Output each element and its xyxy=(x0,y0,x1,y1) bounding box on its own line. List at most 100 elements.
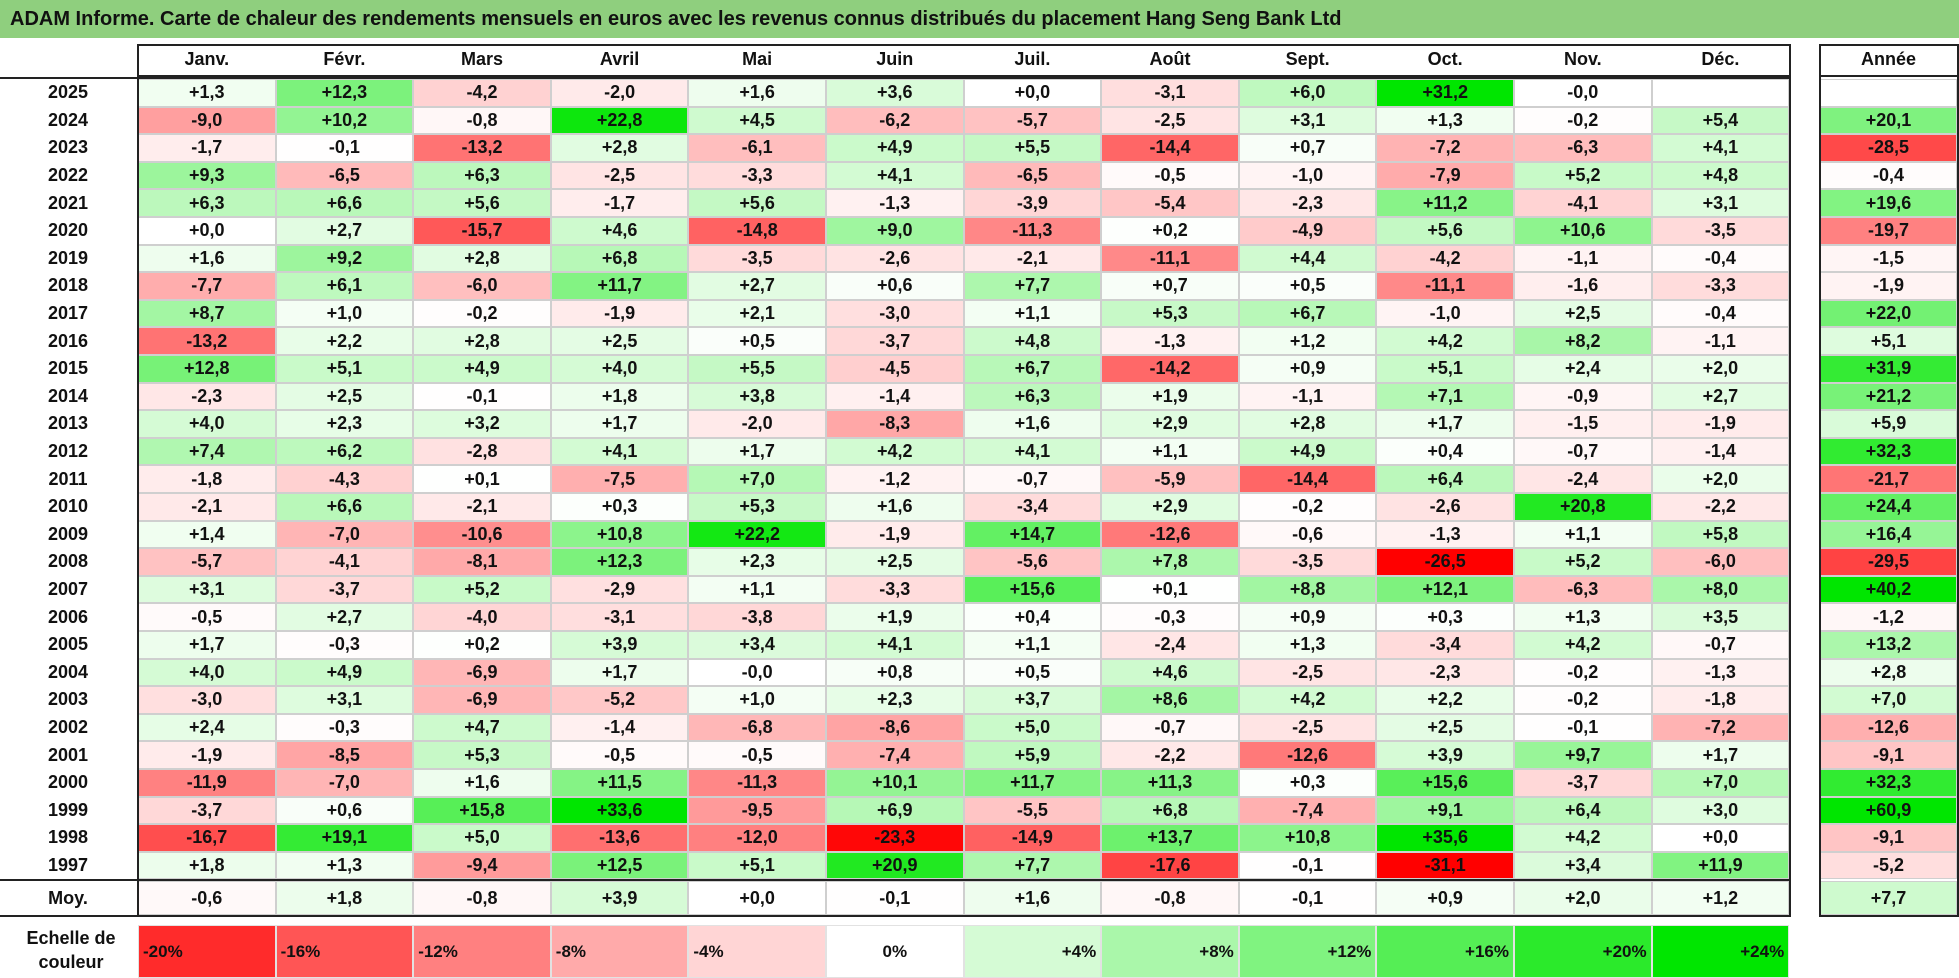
year-label: 2008 xyxy=(0,548,136,576)
month-header: Déc. xyxy=(1651,44,1790,77)
heatmap-cell: -6,5 xyxy=(963,161,1102,190)
heatmap-cell: -4,1 xyxy=(275,548,414,576)
heatmap-cell: -11,1 xyxy=(1101,244,1239,273)
annual-return-cell: -9,1 xyxy=(1820,741,1957,769)
heatmap-cell: -0,6 xyxy=(1238,520,1377,549)
heatmap-cell: -31,1 xyxy=(1376,851,1514,880)
heatmap-cell: +0,1 xyxy=(1101,575,1239,604)
heatmap-cell xyxy=(1651,79,1790,107)
heatmap-cell: -16,7 xyxy=(138,824,276,852)
heatmap-cell: -4,5 xyxy=(826,355,964,383)
year-label: 2013 xyxy=(0,410,136,438)
heatmap-cell: -0,0 xyxy=(688,658,826,687)
average-row-label: Moy. xyxy=(0,881,136,915)
heatmap-cell: -2,1 xyxy=(963,244,1102,273)
heatmap-cell: +4,8 xyxy=(1651,161,1790,190)
heatmap-cell: -2,1 xyxy=(138,493,276,521)
heatmap-cell: +0,8 xyxy=(826,658,964,687)
heatmap-cell: +4,6 xyxy=(1101,658,1239,687)
heatmap-cell: +0,1 xyxy=(413,465,551,493)
heatmap-cell: -0,5 xyxy=(550,741,689,769)
heatmap-cell: +2,4 xyxy=(138,713,276,742)
heatmap-cell: +3,6 xyxy=(826,79,964,107)
annual-return-cell: -0,4 xyxy=(1820,161,1957,190)
heatmap-cell: +9,1 xyxy=(1376,796,1514,825)
heatmap-cell: -0,7 xyxy=(1101,713,1239,742)
heatmap-cell: -4,1 xyxy=(1514,189,1652,217)
heatmap-cell: +20,9 xyxy=(826,851,964,880)
heatmap-cell: -3,4 xyxy=(1376,631,1514,659)
heatmap-cell: +1,9 xyxy=(1101,382,1239,411)
heatmap-cell: +3,5 xyxy=(1651,603,1790,631)
annual-return-cell: -12,6 xyxy=(1820,713,1957,742)
average-cell: +3,9 xyxy=(550,881,689,915)
heatmap-cell: +2,2 xyxy=(275,327,414,355)
heatmap-cell: -4,2 xyxy=(413,79,551,107)
year-column-header: Année xyxy=(1820,44,1957,77)
heatmap-cell: -2,3 xyxy=(138,382,276,411)
heatmap-cell: +1,1 xyxy=(1514,520,1652,549)
heatmap-cell: +0,9 xyxy=(1238,355,1377,383)
annual-return-cell: -1,9 xyxy=(1820,272,1957,300)
heatmap-cell: +5,6 xyxy=(1376,217,1514,245)
heatmap-cell: -1,1 xyxy=(1514,244,1652,273)
heatmap-cell: -4,2 xyxy=(1376,244,1514,273)
heatmap-cell: +19,1 xyxy=(275,824,414,852)
heatmap-cell: +1,1 xyxy=(688,575,826,604)
heatmap-cell: -0,4 xyxy=(1651,299,1790,328)
heatmap-cell: +4,2 xyxy=(1514,631,1652,659)
heatmap-cell: +1,3 xyxy=(1514,603,1652,631)
year-label: 2002 xyxy=(0,713,136,742)
heatmap-cell: +4,4 xyxy=(1238,244,1377,273)
heatmap-cell: +4,2 xyxy=(1238,686,1377,714)
heatmap-cell: +2,3 xyxy=(826,686,964,714)
heatmap-cell: -5,9 xyxy=(1101,465,1239,493)
heatmap-cell: -3,7 xyxy=(138,796,276,825)
heatmap-cell: -14,2 xyxy=(1101,355,1239,383)
heatmap-cell: -8,1 xyxy=(413,548,551,576)
heatmap-cell: +2,2 xyxy=(1376,686,1514,714)
heatmap-cell: -14,8 xyxy=(688,217,826,245)
heatmap-cell: -1,5 xyxy=(1514,410,1652,438)
heatmap-cell: +20,8 xyxy=(1514,493,1652,521)
heatmap-cell: +2,5 xyxy=(275,382,414,411)
heatmap-cell: +4,2 xyxy=(826,437,964,466)
heatmap-cell: -12,0 xyxy=(688,824,826,852)
heatmap-cell: -23,3 xyxy=(826,824,964,852)
heatmap-cell: +35,6 xyxy=(1376,824,1514,852)
heatmap-cell: +4,2 xyxy=(1376,327,1514,355)
heatmap-cell: +0,3 xyxy=(550,493,689,521)
year-label: 2023 xyxy=(0,134,136,162)
heatmap-cell: +2,7 xyxy=(1651,382,1790,411)
heatmap-cell: -4,9 xyxy=(1238,217,1377,245)
heatmap-cell: -3,0 xyxy=(138,686,276,714)
heatmap-cell: -1,6 xyxy=(1514,272,1652,300)
heatmap-cell: +0,2 xyxy=(1101,217,1239,245)
heatmap-cell: -10,6 xyxy=(413,520,551,549)
heatmap-cell: +14,7 xyxy=(963,520,1102,549)
heatmap-cell: +5,2 xyxy=(1514,161,1652,190)
year-label: 2003 xyxy=(0,686,136,714)
year-label: 2012 xyxy=(0,437,136,466)
heatmap-cell: -6,3 xyxy=(1514,134,1652,162)
average-row-separator-bottom xyxy=(0,915,1792,917)
heatmap-cell: +3,1 xyxy=(138,575,276,604)
heatmap-cell: -2,6 xyxy=(826,244,964,273)
year-label: 1997 xyxy=(0,851,136,880)
heatmap-cell: +6,9 xyxy=(826,796,964,825)
heatmap-cell: -0,1 xyxy=(275,134,414,162)
annual-return-cell: +20,1 xyxy=(1820,106,1957,135)
heatmap-cell: +2,9 xyxy=(1101,410,1239,438)
heatmap-cell: -5,6 xyxy=(963,548,1102,576)
heatmap-cell: +6,8 xyxy=(550,244,689,273)
annual-return-cell: +32,3 xyxy=(1820,769,1957,797)
average-annual-cell: +7,7 xyxy=(1820,881,1957,915)
heatmap-cell: -2,5 xyxy=(1238,658,1377,687)
heatmap-cell: -3,5 xyxy=(1238,548,1377,576)
average-cell: +1,2 xyxy=(1651,881,1790,915)
annual-return-cell: -29,5 xyxy=(1820,548,1957,576)
year-label: 2019 xyxy=(0,244,136,273)
heatmap-cell: -8,5 xyxy=(275,741,414,769)
heatmap-cell: -0,3 xyxy=(275,631,414,659)
heatmap-cell: -1,2 xyxy=(826,465,964,493)
